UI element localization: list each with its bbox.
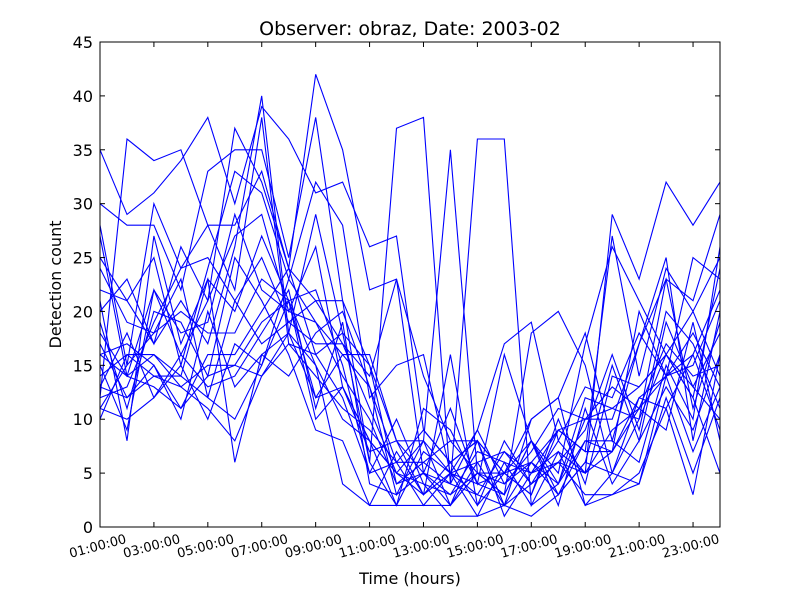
series-line-16 <box>99 235 721 507</box>
x-axis-label: Time (hours) <box>358 569 461 588</box>
series-line-20 <box>99 235 721 507</box>
y-axis: 0 5 10 15 20 25 30 35 40 45 <box>73 33 720 537</box>
series-line-19 <box>99 299 721 518</box>
y-tick-label: 35 <box>73 141 93 160</box>
y-tick-label: 20 <box>73 302 93 321</box>
series-line-9 <box>99 212 721 485</box>
plot-frame <box>99 41 721 528</box>
series-line-22 <box>99 300 721 507</box>
series-line-10 <box>99 234 721 496</box>
series-line-6 <box>99 126 721 486</box>
y-tick-label: 5 <box>83 464 93 483</box>
y-tick-label: 10 <box>73 410 93 429</box>
series-lines <box>99 74 721 518</box>
series-line-5 <box>99 170 721 475</box>
y-tick-label: 45 <box>73 33 93 52</box>
chart-title: Observer: obraz, Date: 2003-02 <box>259 18 561 40</box>
series-line-18 <box>99 332 721 517</box>
series-line-14 <box>99 266 721 496</box>
y-tick-label: 25 <box>73 249 93 268</box>
y-axis-label: Detection count <box>46 221 65 349</box>
series-line-23 <box>99 277 721 507</box>
series-line-3 <box>99 116 721 508</box>
y-tick-label: 30 <box>73 195 93 214</box>
series-line-2 <box>99 74 721 485</box>
y-tick-label: 15 <box>73 356 93 375</box>
y-tick-label: 0 <box>83 518 93 537</box>
y-tick-label: 40 <box>73 87 93 106</box>
series-line-1 <box>99 105 721 507</box>
series-line-4 <box>99 117 721 496</box>
